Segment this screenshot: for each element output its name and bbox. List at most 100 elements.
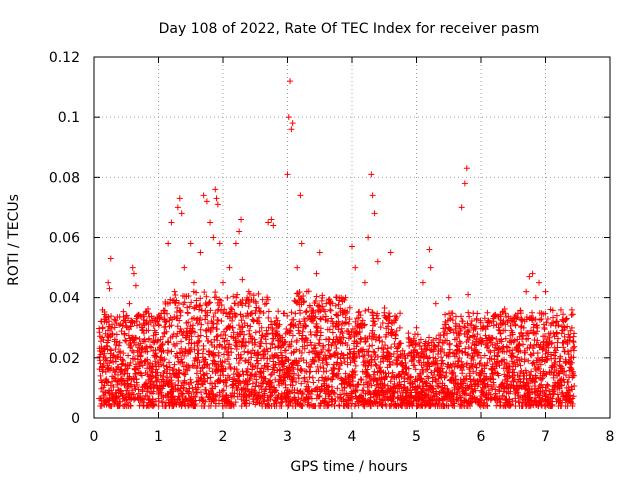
data-point <box>180 329 187 336</box>
data-point <box>484 359 491 366</box>
data-point <box>461 180 468 187</box>
data-point <box>124 370 131 377</box>
data-point <box>324 347 331 354</box>
data-point <box>466 334 473 341</box>
data-point <box>260 310 267 317</box>
data-point <box>335 326 342 333</box>
data-point <box>386 313 393 320</box>
data-point <box>244 322 251 329</box>
data-point <box>252 329 259 336</box>
data-point <box>463 391 470 398</box>
data-point <box>433 335 440 342</box>
data-point <box>392 332 399 339</box>
data-point <box>259 296 266 303</box>
data-point <box>186 303 193 310</box>
data-point <box>270 335 277 342</box>
data-point <box>462 324 469 331</box>
data-point <box>179 359 186 366</box>
data-point <box>130 349 137 356</box>
data-point <box>299 389 306 396</box>
data-point <box>123 387 130 394</box>
x-tick-label: 5 <box>412 429 421 445</box>
data-point <box>249 366 256 373</box>
data-point <box>287 343 294 350</box>
data-point <box>252 383 259 390</box>
data-point <box>224 337 231 344</box>
data-point <box>312 354 319 361</box>
data-point <box>268 392 275 399</box>
data-point <box>553 319 560 326</box>
data-point <box>340 352 347 359</box>
data-point <box>568 324 575 331</box>
data-point <box>255 290 262 297</box>
data-point <box>269 326 276 333</box>
data-point <box>166 359 173 366</box>
data-point <box>233 294 240 301</box>
data-point <box>533 375 540 382</box>
data-point <box>234 291 241 298</box>
data-point <box>133 335 140 342</box>
data-point <box>273 315 280 322</box>
data-point <box>229 317 236 324</box>
data-point <box>462 397 469 404</box>
data-point <box>530 314 537 321</box>
data-point <box>122 381 129 388</box>
data-point <box>326 347 333 354</box>
data-point <box>122 337 129 344</box>
data-point <box>520 324 527 331</box>
data-point <box>158 389 165 396</box>
data-point <box>253 371 260 378</box>
data-point <box>511 337 518 344</box>
data-point <box>143 317 150 324</box>
data-point <box>388 344 395 351</box>
data-point <box>212 186 219 193</box>
data-point <box>457 394 464 401</box>
data-point <box>174 323 181 330</box>
data-point <box>335 321 342 328</box>
data-point <box>144 348 151 355</box>
data-point <box>549 401 556 408</box>
data-point <box>178 338 185 345</box>
data-point <box>484 402 491 409</box>
data-point <box>557 355 564 362</box>
data-point <box>153 353 160 360</box>
data-point <box>272 387 279 394</box>
data-point <box>544 381 551 388</box>
data-point <box>98 348 105 355</box>
data-point <box>174 204 181 211</box>
data-point <box>411 362 418 369</box>
data-point <box>356 353 363 360</box>
data-point <box>487 391 494 398</box>
data-point <box>126 300 133 307</box>
data-point <box>555 369 562 376</box>
data-point <box>322 308 329 315</box>
data-point <box>558 382 565 389</box>
data-point <box>284 312 291 319</box>
data-point <box>185 340 192 347</box>
data-point <box>290 349 297 356</box>
data-point <box>153 372 160 379</box>
data-point <box>388 353 395 360</box>
data-point <box>205 337 212 344</box>
data-point <box>113 338 120 345</box>
data-point <box>446 364 453 371</box>
data-point <box>569 311 576 318</box>
data-point <box>168 379 175 386</box>
data-point <box>291 370 298 377</box>
data-point <box>263 340 270 347</box>
x-tick-label: 3 <box>283 429 292 445</box>
data-point <box>229 324 236 331</box>
data-point <box>187 348 194 355</box>
data-point <box>398 373 405 380</box>
data-point <box>324 317 331 324</box>
data-point <box>309 374 316 381</box>
data-point <box>313 293 320 300</box>
data-point <box>425 340 432 347</box>
data-point <box>215 397 222 404</box>
data-point <box>237 355 244 362</box>
data-point <box>220 372 227 379</box>
data-point <box>144 356 151 363</box>
data-point <box>255 360 262 367</box>
x-tick-label: 8 <box>606 429 615 445</box>
data-point <box>370 348 377 355</box>
